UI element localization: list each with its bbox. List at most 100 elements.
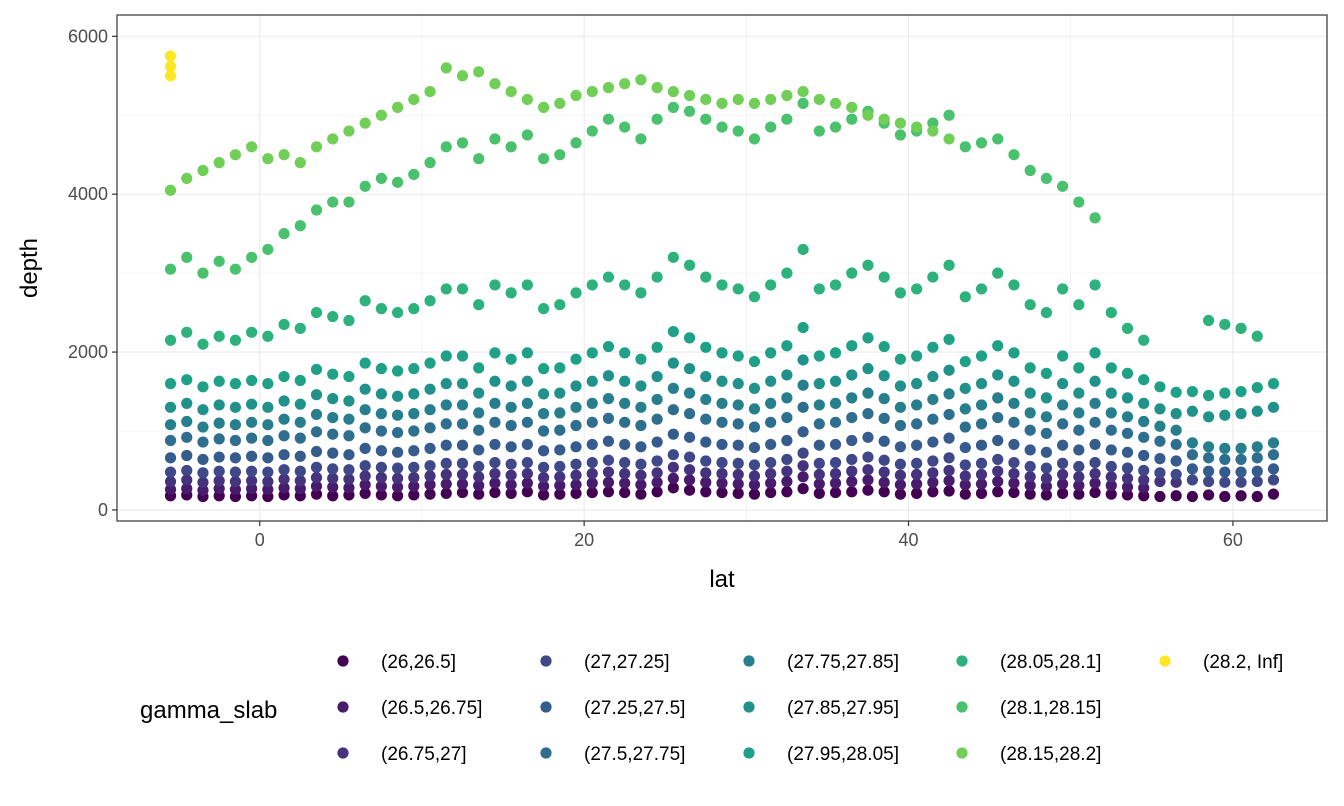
data-point [181,397,193,409]
data-point [489,486,501,499]
data-point [1105,479,1117,492]
data-point [732,125,744,137]
data-points [164,50,1280,503]
data-point [310,471,323,484]
data-point [440,439,452,451]
data-point [992,392,1004,404]
data-point [521,375,533,387]
data-point [732,457,744,469]
data-point [1105,444,1117,456]
data-point [683,464,696,476]
data-point [765,416,777,428]
data-point [262,452,274,464]
data-point [959,441,971,454]
data-point [327,310,339,323]
legend-label: (27,27.25] [584,652,670,673]
data-point [1138,490,1150,502]
data-point [537,101,550,113]
data-point [1170,455,1182,467]
data-point [359,470,371,482]
data-point [862,464,874,476]
data-point [700,370,712,383]
data-point [181,449,193,462]
legend-item: (27.5,27.75] [540,744,685,765]
data-point [343,464,355,476]
data-point [375,408,387,420]
data-point [1121,411,1134,423]
data-point [1235,490,1247,502]
data-point [1121,367,1134,379]
data-point [327,447,339,459]
legend-swatch [956,655,968,667]
data-point [229,452,242,464]
data-point [359,180,371,192]
data-point [554,471,566,483]
data-point [829,121,842,133]
data-point [846,453,858,466]
data-point [229,483,242,496]
data-point [1202,465,1215,477]
data-point [570,458,582,470]
data-point [570,89,582,102]
data-point [1121,427,1134,439]
data-point [1057,350,1069,362]
data-point [537,303,550,315]
data-point [408,363,420,375]
data-point [213,330,225,342]
data-point [278,430,290,442]
data-point [1154,453,1166,465]
data-point [732,283,744,295]
data-point [748,470,761,482]
data-point [1202,411,1215,423]
data-point [862,109,874,121]
data-point [181,374,193,386]
data-point [1008,347,1020,359]
data-point [1040,462,1052,474]
data-point [1089,468,1101,480]
data-point [1251,381,1263,394]
data-point [716,279,728,291]
data-point [748,441,761,454]
data-point [278,449,290,461]
data-point [456,418,469,430]
data-point [651,271,663,283]
data-point [1073,444,1085,456]
data-point [424,404,436,416]
data-point [197,421,209,433]
data-point [683,259,696,271]
data-point [197,267,209,279]
data-point [489,397,501,409]
data-point [310,307,323,319]
data-point [927,370,939,383]
data-point [537,480,550,492]
data-point [1170,386,1182,398]
data-point [683,431,696,443]
data-point [489,438,501,451]
legend-label: (27.75,27.85] [787,652,899,673]
data-point [1235,466,1247,478]
data-point [894,458,907,470]
data-point [375,172,387,185]
data-point [262,466,274,478]
data-point [829,375,842,387]
data-point [392,390,404,402]
data-point [359,442,371,454]
data-point [829,477,842,489]
y-tick-label: 6000 [68,26,108,46]
data-point [635,419,647,432]
data-point [927,413,939,425]
data-point [375,461,387,473]
data-point [586,468,598,480]
data-point [1235,476,1247,488]
data-point [748,291,761,303]
data-point [246,398,258,410]
legend-swatch [540,655,552,667]
data-point [164,401,177,413]
data-point [197,381,209,393]
data-point [375,445,387,457]
data-point [651,455,663,467]
data-point [570,419,582,432]
data-point [343,125,355,137]
data-point [602,466,615,478]
